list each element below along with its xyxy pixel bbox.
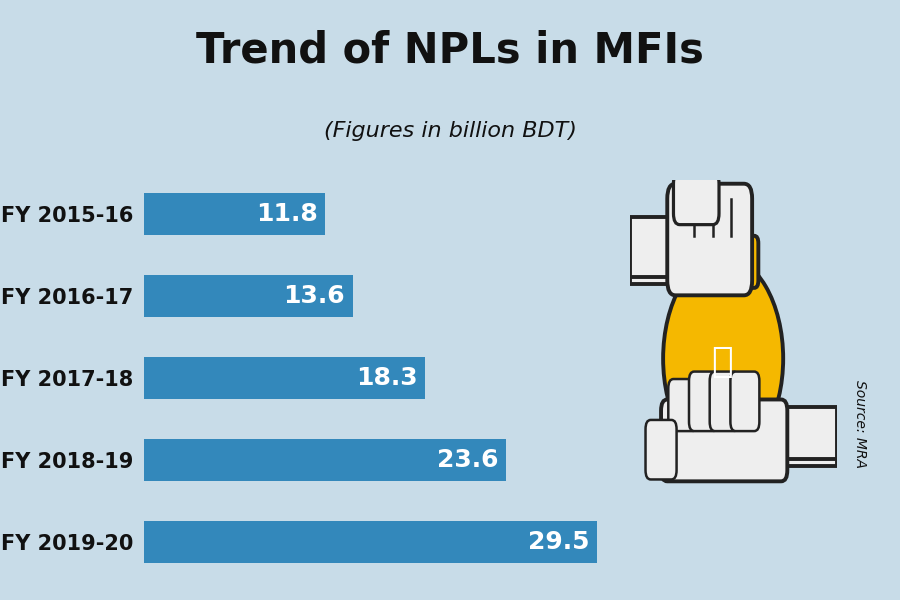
Text: 18.3: 18.3 <box>356 366 418 390</box>
FancyBboxPatch shape <box>645 420 677 479</box>
Text: (Figures in billion BDT): (Figures in billion BDT) <box>324 121 576 141</box>
Text: Trend of NPLs in MFIs: Trend of NPLs in MFIs <box>196 29 704 71</box>
Text: Source: MRA: Source: MRA <box>852 380 867 468</box>
FancyBboxPatch shape <box>661 400 788 481</box>
FancyBboxPatch shape <box>710 371 739 431</box>
FancyBboxPatch shape <box>673 173 719 224</box>
Bar <box>144 356 425 400</box>
Bar <box>144 439 507 481</box>
Circle shape <box>706 197 742 260</box>
FancyBboxPatch shape <box>689 371 718 431</box>
FancyBboxPatch shape <box>667 184 752 295</box>
Bar <box>144 193 325 235</box>
Text: ৳: ৳ <box>711 345 733 379</box>
FancyBboxPatch shape <box>731 371 760 431</box>
FancyBboxPatch shape <box>630 217 682 284</box>
FancyBboxPatch shape <box>669 379 698 431</box>
Text: 23.6: 23.6 <box>437 448 499 472</box>
Bar <box>144 275 353 317</box>
Bar <box>144 521 597 563</box>
Text: 11.8: 11.8 <box>256 202 318 226</box>
Text: 13.6: 13.6 <box>284 284 345 308</box>
FancyBboxPatch shape <box>770 407 837 466</box>
FancyBboxPatch shape <box>688 236 759 288</box>
Text: 29.5: 29.5 <box>527 530 590 554</box>
Ellipse shape <box>663 256 783 461</box>
